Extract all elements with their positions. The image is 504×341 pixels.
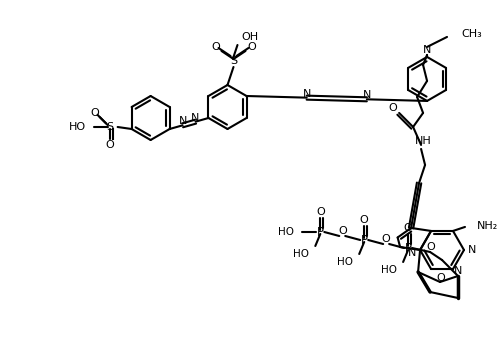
Text: N: N [363, 90, 371, 100]
Text: O: O [382, 234, 391, 244]
Text: N: N [468, 245, 476, 255]
Text: S: S [230, 56, 237, 66]
Text: NH: NH [415, 136, 431, 146]
Text: HO: HO [381, 265, 397, 275]
Text: N: N [178, 116, 187, 126]
Text: N: N [454, 266, 462, 276]
Text: HO: HO [293, 249, 309, 259]
Text: HO: HO [278, 227, 294, 237]
Text: O: O [90, 108, 99, 118]
Text: O: O [389, 103, 398, 113]
Text: O: O [404, 223, 412, 233]
Text: S: S [106, 122, 113, 132]
Text: O: O [211, 42, 220, 52]
Text: O: O [427, 242, 435, 252]
Text: CH₃: CH₃ [461, 29, 482, 39]
Text: O: O [105, 140, 114, 150]
Text: O: O [338, 226, 347, 236]
Text: N: N [423, 45, 431, 55]
Text: NH₂: NH₂ [477, 221, 498, 231]
Text: O: O [247, 42, 256, 52]
Text: OH: OH [241, 32, 259, 42]
Text: P: P [317, 225, 324, 238]
Text: O: O [316, 207, 325, 217]
Text: P: P [361, 234, 368, 247]
Text: N: N [192, 113, 200, 123]
Text: P: P [405, 241, 412, 254]
Text: O: O [436, 273, 446, 283]
Text: HO: HO [337, 257, 353, 267]
Text: O: O [360, 215, 368, 225]
Text: N: N [302, 89, 311, 99]
Text: N: N [408, 248, 416, 258]
Text: HO: HO [69, 122, 86, 132]
